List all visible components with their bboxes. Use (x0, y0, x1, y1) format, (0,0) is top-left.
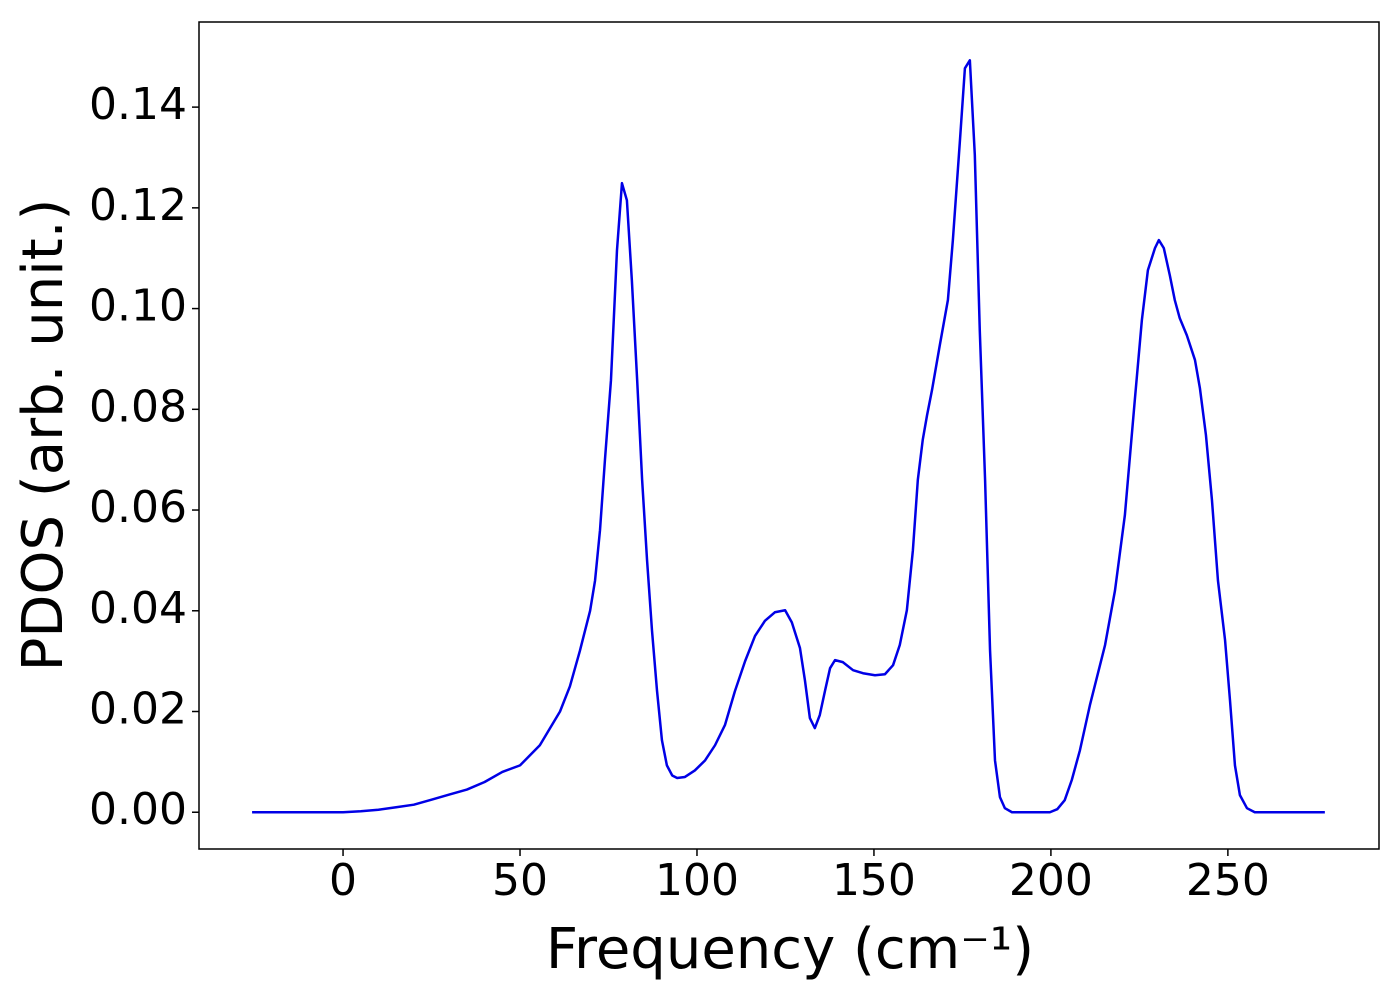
x-tick-label: 50 (492, 855, 548, 906)
y-axis-label: PDOS (arb. unit.) (11, 199, 76, 672)
y-tick-label: 0.14 (89, 79, 187, 130)
x-axis-label: Frequency (cm⁻¹) (546, 917, 1034, 982)
x-tick-label: 0 (329, 855, 357, 906)
y-tick-label: 0.12 (89, 180, 187, 231)
y-tick-label: 0.00 (89, 784, 187, 835)
data-line (252, 59, 1325, 814)
y-tick-label: 0.02 (89, 684, 187, 735)
y-tick-label: 0.04 (89, 583, 187, 634)
x-tick-label: 250 (1186, 855, 1270, 906)
y-tick-label: 0.06 (89, 482, 187, 533)
y-tick-label: 0.10 (89, 281, 187, 332)
x-tick-label: 200 (1009, 855, 1093, 906)
y-tick-label: 0.08 (89, 381, 187, 432)
plot-frame (198, 21, 1380, 850)
x-tick-label: 100 (655, 855, 739, 906)
x-tick-label: 150 (832, 855, 916, 906)
